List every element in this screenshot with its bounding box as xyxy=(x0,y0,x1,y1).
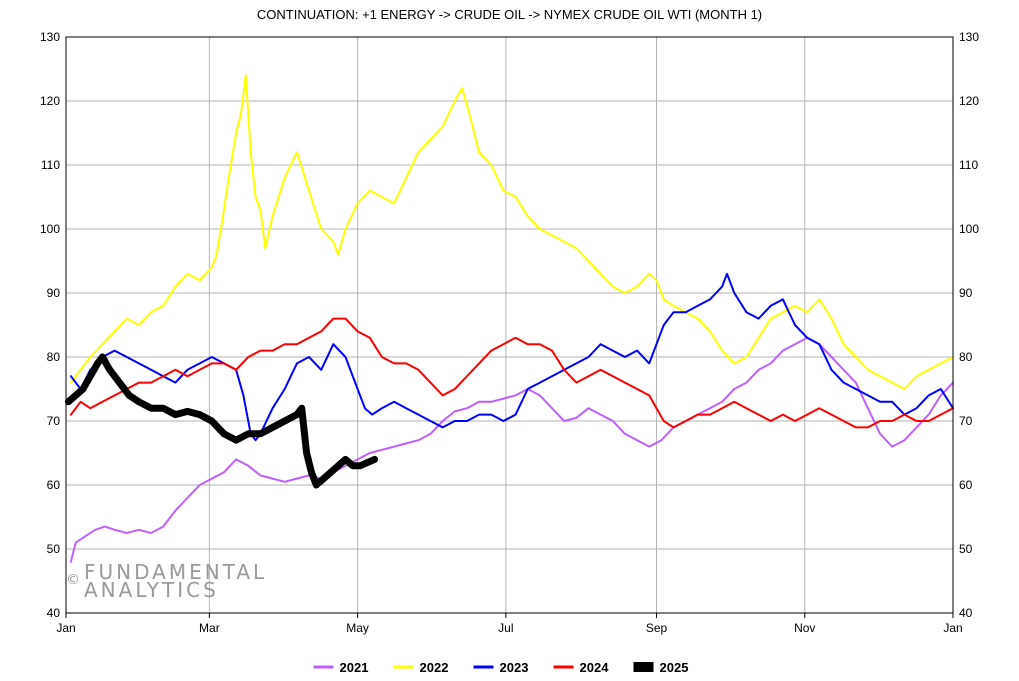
watermark-line1: FUNDAMENTAL xyxy=(84,560,267,584)
y-tick-label-right: 50 xyxy=(959,542,973,556)
legend-label-2022: 2022 xyxy=(420,660,449,675)
watermark-line2: ANALYTICS xyxy=(84,578,219,602)
y-tick-label-left: 70 xyxy=(47,414,61,428)
y-tick-label-right: 110 xyxy=(959,158,978,172)
legend-swatch-2025 xyxy=(633,662,654,672)
y-tick-label-right: 80 xyxy=(959,350,973,364)
y-tick-label-left: 120 xyxy=(40,94,60,108)
series-layer xyxy=(64,74,954,563)
y-tick-label-right: 90 xyxy=(959,286,973,300)
y-tick-label-right: 70 xyxy=(959,414,973,428)
series-line-2025 xyxy=(64,353,379,489)
chart-title: CONTINUATION: +1 ENERGY -> CRUDE OIL -> … xyxy=(257,7,762,22)
y-tick-label-left: 50 xyxy=(47,542,61,556)
legend: 2021 2022 2023 2024 2025 xyxy=(313,660,689,675)
legend-label-2025: 2025 xyxy=(660,660,689,675)
y-tick-label-left: 100 xyxy=(40,222,60,236)
axes: 40 40 50 50 60 60 70 70 80 80 90 90 100 100 110 110 120 1… xyxy=(40,30,979,635)
x-tick-label: Mar xyxy=(199,621,220,635)
y-tick-label-right: 130 xyxy=(959,30,979,44)
x-tick-label: Sep xyxy=(646,621,668,635)
x-tick-label: Jan xyxy=(56,621,75,635)
legend-label-2024: 2024 xyxy=(580,660,610,675)
y-tick-label-left: 110 xyxy=(41,158,60,172)
y-tick-label-right: 60 xyxy=(959,478,973,492)
y-tick-label-right: 120 xyxy=(959,94,979,108)
y-tick-label-left: 90 xyxy=(47,286,61,300)
x-tick-label: Nov xyxy=(794,621,815,635)
y-tick-label-left: 80 xyxy=(47,350,61,364)
y-tick-label-left: 130 xyxy=(40,30,60,44)
y-tick-label-left: 40 xyxy=(47,606,61,620)
x-tick-label: Jan xyxy=(943,621,962,635)
watermark: © FUNDAMENTAL ANALYTICS xyxy=(66,560,267,602)
x-tick-label: Jul xyxy=(498,621,513,635)
x-tick-label: May xyxy=(346,621,369,635)
plot-frame xyxy=(65,36,954,614)
y-tick-label-right: 100 xyxy=(959,222,979,236)
y-tick-label-right: 40 xyxy=(959,606,973,620)
series-line-2021 xyxy=(69,336,954,563)
watermark-copyright: © xyxy=(66,572,83,588)
legend-label-2021: 2021 xyxy=(340,660,369,675)
y-tick-label-left: 60 xyxy=(47,478,61,492)
legend-label-2023: 2023 xyxy=(500,660,529,675)
series-line-2024 xyxy=(69,317,954,429)
